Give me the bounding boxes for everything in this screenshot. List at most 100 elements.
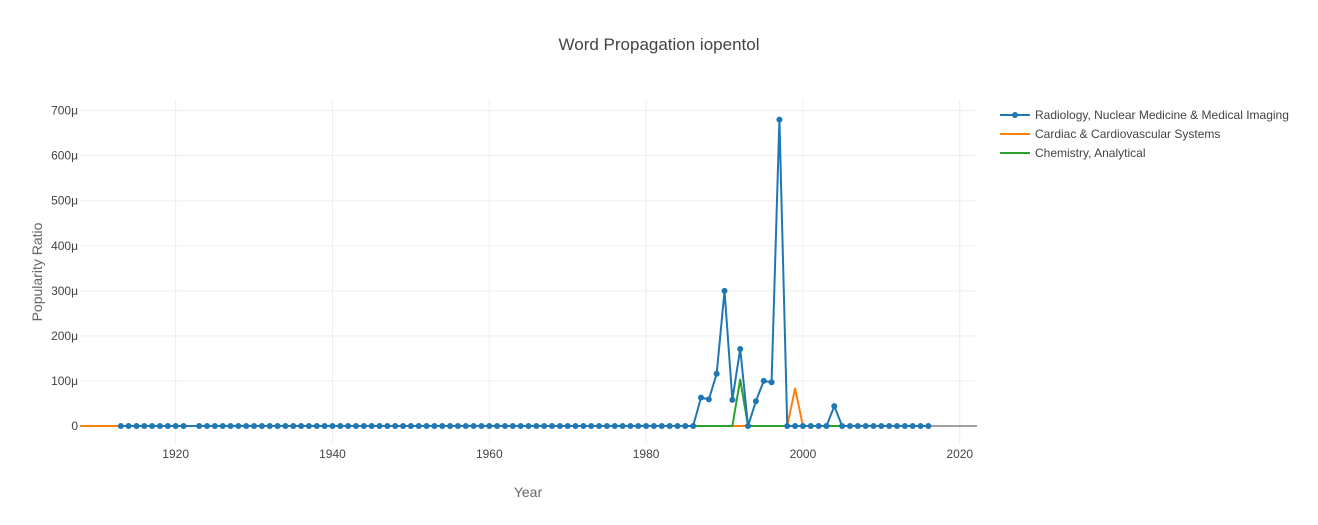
data-point[interactable] [776, 116, 783, 123]
data-point[interactable] [901, 422, 908, 429]
data-point[interactable] [846, 422, 853, 429]
data-point[interactable] [690, 422, 697, 429]
data-point[interactable] [635, 422, 642, 429]
data-point[interactable] [133, 422, 140, 429]
data-point[interactable] [478, 422, 485, 429]
data-point[interactable] [266, 422, 273, 429]
data-point[interactable] [917, 422, 924, 429]
data-point[interactable] [768, 379, 775, 386]
data-point[interactable] [227, 422, 234, 429]
data-point[interactable] [125, 422, 132, 429]
data-point[interactable] [752, 398, 759, 405]
data-point[interactable] [580, 422, 587, 429]
data-point[interactable] [509, 422, 516, 429]
data-point[interactable] [329, 422, 336, 429]
data-point[interactable] [666, 422, 673, 429]
data-point[interactable] [792, 422, 799, 429]
data-point[interactable] [705, 396, 712, 403]
data-point[interactable] [729, 396, 736, 403]
data-point[interactable] [894, 422, 901, 429]
data-point[interactable] [533, 422, 540, 429]
data-point[interactable] [486, 422, 493, 429]
data-point[interactable] [149, 422, 156, 429]
data-point[interactable] [745, 422, 752, 429]
data-point[interactable] [541, 422, 548, 429]
data-point[interactable] [619, 422, 626, 429]
data-point[interactable] [274, 422, 281, 429]
data-point[interactable] [572, 422, 579, 429]
data-point[interactable] [407, 422, 414, 429]
data-point[interactable] [713, 370, 720, 377]
data-point[interactable] [674, 422, 681, 429]
data-point[interactable] [305, 422, 312, 429]
data-point[interactable] [400, 422, 407, 429]
data-point[interactable] [784, 422, 791, 429]
data-point[interactable] [337, 422, 344, 429]
data-point[interactable] [799, 422, 806, 429]
data-point[interactable] [243, 422, 250, 429]
data-point[interactable] [643, 422, 650, 429]
data-point[interactable] [721, 287, 728, 294]
data-point[interactable] [815, 422, 822, 429]
data-point[interactable] [470, 422, 477, 429]
data-point[interactable] [345, 422, 352, 429]
data-point[interactable] [650, 422, 657, 429]
data-point[interactable] [807, 422, 814, 429]
data-point[interactable] [384, 422, 391, 429]
data-point[interactable] [235, 422, 242, 429]
data-point[interactable] [839, 422, 846, 429]
data-point[interactable] [196, 422, 203, 429]
data-point[interactable] [376, 422, 383, 429]
data-point[interactable] [878, 422, 885, 429]
data-point[interactable] [682, 422, 689, 429]
data-point[interactable] [447, 422, 454, 429]
data-point[interactable] [525, 422, 532, 429]
data-point[interactable] [564, 422, 571, 429]
data-point[interactable] [886, 422, 893, 429]
data-point[interactable] [321, 422, 328, 429]
data-point[interactable] [431, 422, 438, 429]
data-point[interactable] [603, 422, 610, 429]
data-point[interactable] [156, 422, 163, 429]
data-point[interactable] [831, 403, 838, 410]
data-point[interactable] [760, 377, 767, 384]
data-point[interactable] [517, 422, 524, 429]
data-point[interactable] [282, 422, 289, 429]
data-point[interactable] [611, 422, 618, 429]
data-point[interactable] [415, 422, 422, 429]
data-point[interactable] [658, 422, 665, 429]
data-point[interactable] [423, 422, 430, 429]
data-point[interactable] [392, 422, 399, 429]
data-point[interactable] [462, 422, 469, 429]
data-point[interactable] [353, 422, 359, 429]
data-point[interactable] [251, 422, 258, 429]
data-point[interactable] [501, 422, 508, 429]
data-point[interactable] [556, 422, 563, 429]
data-point[interactable] [627, 422, 634, 429]
legend-item[interactable]: Cardiac & Cardiovascular Systems [1000, 127, 1220, 141]
data-point[interactable] [298, 422, 305, 429]
data-point[interactable] [596, 422, 603, 429]
data-point[interactable] [823, 422, 830, 429]
data-point[interactable] [211, 422, 218, 429]
data-point[interactable] [290, 422, 297, 429]
data-point[interactable] [588, 422, 595, 429]
data-point[interactable] [925, 422, 932, 429]
data-point[interactable] [219, 422, 226, 429]
data-point[interactable] [313, 422, 320, 429]
data-point[interactable] [854, 422, 861, 429]
data-point[interactable] [862, 422, 869, 429]
data-point[interactable] [180, 422, 187, 429]
data-point[interactable] [368, 422, 375, 429]
data-point[interactable] [164, 422, 171, 429]
data-point[interactable] [870, 422, 877, 429]
data-point[interactable] [204, 422, 211, 429]
data-point[interactable] [258, 422, 265, 429]
data-point[interactable] [698, 394, 704, 401]
legend[interactable]: Radiology, Nuclear Medicine & Medical Im… [1000, 108, 1289, 160]
data-point[interactable] [172, 422, 179, 429]
data-point[interactable] [360, 422, 367, 429]
data-point[interactable] [439, 422, 446, 429]
legend-item[interactable]: Chemistry, Analytical [1000, 146, 1145, 160]
data-point[interactable] [549, 422, 556, 429]
